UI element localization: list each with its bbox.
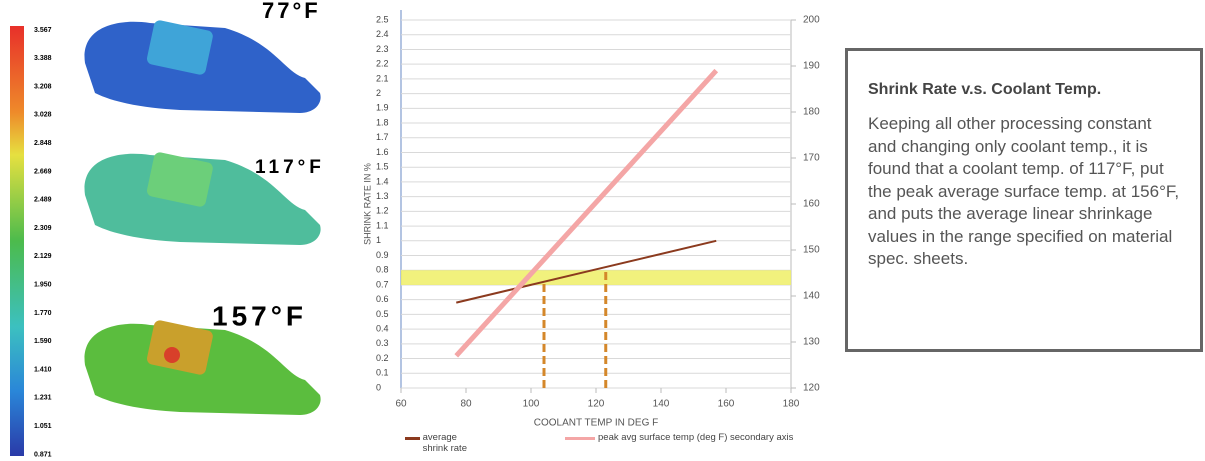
color-scale-label: 1.770 [34,310,52,317]
color-scale-label: 2.489 [34,197,52,204]
part-label: 157°F [212,300,307,331]
x-tick-label: 180 [783,399,800,410]
y2-tick-label: 170 [803,153,820,164]
y-tick-label: 0.4 [376,323,389,333]
y-tick-label: 0.5 [376,309,389,319]
part-hotspot [164,347,180,363]
y-tick-label: 1.9 [376,103,389,113]
y-tick-label: 0.2 [376,353,389,363]
y2-tick-label: 190 [803,61,820,72]
y-tick-label: 0.1 [376,368,389,378]
color-scale-label: 3.388 [34,55,52,62]
x-tick-label: 80 [460,399,472,410]
legend-item: average shrink rate [405,432,468,454]
y-tick-label: 1 [376,235,381,245]
color-scale-label: 1.051 [34,423,52,430]
color-scale-bar [10,26,24,456]
color-scale-label: 2.848 [34,140,52,147]
y2-tick-label: 200 [803,15,820,26]
x-tick-label: 100 [523,399,540,410]
x-tick-label: 60 [395,399,407,410]
text-box-body: Keeping all other processing constant an… [868,113,1180,271]
y-tick-label: 0.9 [376,250,389,260]
y-tick-label: 1.4 [376,176,389,186]
x-tick-label: 120 [588,399,605,410]
y-tick-label: 1.7 [376,132,389,142]
y2-tick-label: 160 [803,199,820,210]
y-tick-label: 1.5 [376,162,389,172]
legend-label: peak avg surface temp (deg F) secondary … [598,432,793,443]
y-tick-label: 1.8 [376,117,389,127]
y-tick-label: 1.6 [376,147,389,157]
y2-tick-label: 150 [803,245,820,256]
y-tick-label: 0.6 [376,294,389,304]
color-scale-label: 1.410 [34,366,52,373]
y2-tick-label: 140 [803,291,820,302]
color-scale-label: 3.028 [34,112,52,119]
color-scale-label: 0.871 [34,451,52,458]
x-tick-label: 140 [653,399,670,410]
y-axis-title: SHRINK RATE IN % [362,163,372,245]
y-tick-label: 2.1 [376,73,389,83]
y-tick-label: 2.2 [376,59,389,69]
legend-swatch [565,437,595,440]
text-box: Shrink Rate v.s. Coolant Temp. Keeping a… [845,48,1203,352]
color-scale-label: 2.669 [34,168,52,175]
legend-swatch [405,437,420,440]
x-tick-label: 160 [718,399,735,410]
color-scale-label: 2.129 [34,253,52,260]
page: {"color_scale": {"labels": ["3.567", "3.… [0,0,1205,461]
part-renders [85,19,321,415]
part-label: 77°F [262,0,321,23]
y-tick-label: 2 [376,88,381,98]
color-scale-label: 3.208 [34,83,52,90]
y-tick-label: 0 [376,382,381,392]
text-box-title: Shrink Rate v.s. Coolant Temp. [868,81,1180,99]
legend-item: peak avg surface temp (deg F) secondary … [565,432,795,443]
y-tick-label: 1.1 [376,220,389,230]
y-tick-label: 0.8 [376,265,389,275]
y-tick-label: 2.5 [376,14,389,24]
color-scale-label: 3.567 [34,27,52,34]
y2-tick-label: 130 [803,337,820,348]
y-tick-label: 0.3 [376,338,389,348]
part-label: 117°F [255,157,325,178]
y2-tick-label: 180 [803,107,820,118]
color-scale-label: 1.590 [34,338,52,345]
chart: 0 0.1 0.2 0.3 0.4 0.5 0.6 0.7 0.8 0.9 1 1.1 1.2 1.3 1.… [362,10,820,429]
y-tick-label: 0.7 [376,279,389,289]
y-tick-label: 1.3 [376,191,389,201]
color-scale-label: 2.309 [34,225,52,232]
color-scale-label: 1.231 [34,395,52,402]
highlight-band [401,270,791,285]
figure: 77°F 117°F 157°F 00.10.20.30.40.50.60.70… [0,0,840,461]
y2-tick-label: 120 [803,383,820,394]
x-axis-title: COOLANT TEMP IN DEG F [534,418,658,429]
y-tick-label: 2.4 [376,29,389,39]
y-tick-label: 1.2 [376,206,389,216]
color-scale-label: 1.950 [34,282,52,289]
y-tick-label: 2.3 [376,44,389,54]
legend-label: average shrink rate [423,432,469,454]
